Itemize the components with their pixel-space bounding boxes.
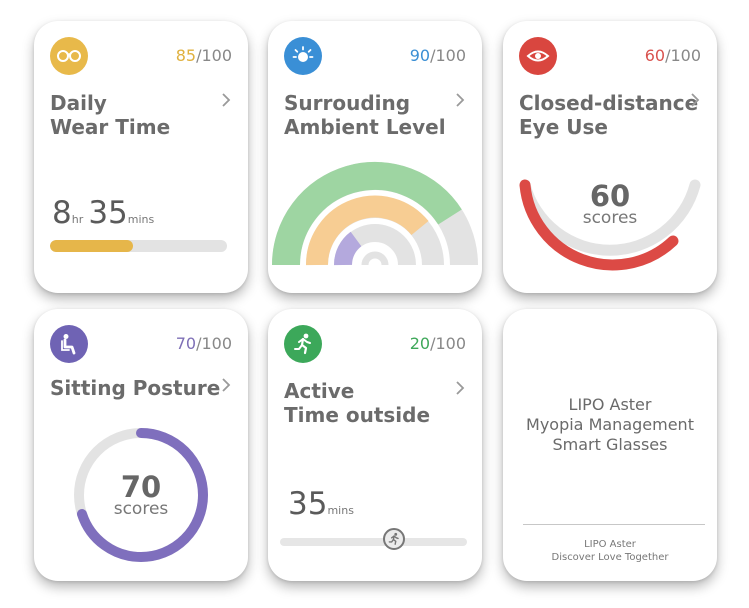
posture-title: Sitting Posture	[50, 376, 220, 400]
posture-score-value: 70	[175, 334, 197, 353]
sitting-posture-card[interactable]: 70/100 Sitting Posture 70 scores	[34, 309, 248, 581]
seated-person-icon	[50, 325, 88, 363]
ambient-score-value: 90	[409, 46, 431, 65]
wear-title: Daily Wear Time	[50, 91, 170, 139]
wear-hours: 8	[52, 195, 72, 231]
posture-gauge	[74, 428, 208, 562]
active-minutes: 35	[288, 486, 328, 522]
posture-gauge-value: 70	[120, 470, 162, 504]
wear-minutes-unit: mins	[127, 213, 155, 226]
active-title-line2: Time outside	[284, 403, 431, 427]
glasses-icon	[50, 37, 88, 75]
active-minutes-unit: mins	[327, 504, 354, 517]
ambient-score: 90/100	[410, 46, 466, 65]
ambient-title: Surrouding Ambient Level	[284, 91, 446, 139]
posture-title-line1: Sitting Posture	[50, 376, 221, 400]
sun-icon	[284, 37, 322, 75]
running-person-icon	[388, 532, 399, 545]
eye-icon	[519, 37, 557, 75]
eye-score-max: /100	[665, 46, 701, 65]
ambient-gauge	[272, 161, 478, 266]
wear-score: 85/100	[176, 46, 232, 65]
slider-knob[interactable]	[383, 528, 406, 550]
wear-title-line2: Wear Time	[50, 115, 171, 139]
active-time-card[interactable]: 20/100 Active Time outside 35mins	[268, 309, 482, 581]
ambient-inner-fill	[334, 231, 362, 266]
posture-score: 70/100	[176, 334, 232, 353]
eye-gauge-fill	[519, 179, 679, 271]
eye-title: Closed-distance Eye Use	[519, 91, 698, 139]
footer-line1: LIPO Aster	[584, 539, 636, 550]
brand-card: LIPO Aster Myopia Management Smart Glass…	[503, 309, 717, 581]
active-score: 20/100	[410, 334, 466, 353]
brand-name: LIPO Aster Myopia Management Smart Glass…	[503, 395, 717, 455]
running-person-icon	[284, 325, 322, 363]
eye-use-card[interactable]: 60/100 Closed-distance Eye Use 60 scores	[503, 21, 717, 293]
wear-title-line1: Daily	[50, 91, 107, 115]
wear-progress-fill	[50, 240, 134, 252]
wear-hours-unit: hr	[71, 213, 84, 226]
active-score-value: 20	[409, 334, 431, 353]
ambient-center	[361, 251, 389, 266]
ambient-title-line2: Ambient Level	[284, 115, 446, 139]
chevron-right-icon[interactable]	[221, 92, 231, 108]
footer-line2: Discover Love Together	[551, 552, 669, 563]
chevron-right-icon[interactable]	[221, 377, 231, 393]
active-time-slider[interactable]	[280, 538, 467, 546]
ambient-middle-fill	[305, 195, 429, 266]
eye-gauge-track	[519, 179, 701, 256]
eye-score-value: 60	[644, 46, 666, 65]
ambient-score-max: /100	[430, 46, 466, 65]
brand-line2: Myopia Management	[526, 415, 694, 434]
brand-line1: LIPO Aster	[568, 395, 652, 414]
active-title-line1: Active	[284, 379, 355, 403]
eye-gauge	[519, 179, 701, 271]
eye-score: 60/100	[645, 46, 701, 65]
wear-progress-bar	[50, 240, 227, 252]
posture-gauge-fill	[74, 428, 208, 562]
chevron-right-icon[interactable]	[455, 92, 465, 108]
posture-score-max: /100	[196, 334, 232, 353]
chevron-right-icon[interactable]	[690, 92, 700, 108]
active-title: Active Time outside	[284, 379, 430, 427]
wear-score-value: 85	[175, 46, 197, 65]
brand-footer: LIPO Aster Discover Love Together	[503, 538, 717, 564]
wear-time-readout: 8hr 35mins	[52, 195, 154, 231]
wear-minutes: 35	[88, 195, 128, 231]
active-minutes-readout: 35mins	[288, 486, 354, 522]
eye-gauge-label: scores	[582, 208, 638, 228]
eye-title-line1: Closed-distance	[519, 91, 699, 115]
posture-gauge-label: scores	[113, 499, 169, 519]
divider	[523, 524, 705, 525]
ambient-level-card[interactable]: 90/100 Surrouding Ambient Level	[268, 21, 482, 293]
active-score-max: /100	[430, 334, 466, 353]
wear-score-max: /100	[196, 46, 232, 65]
eye-gauge-value: 60	[589, 179, 631, 213]
ambient-title-line1: Surrouding	[284, 91, 411, 115]
brand-line3: Smart Glasses	[552, 435, 668, 454]
eye-title-line2: Eye Use	[519, 115, 608, 139]
chevron-right-icon[interactable]	[455, 380, 465, 396]
ambient-outer-fill	[272, 161, 462, 266]
daily-wear-time-card[interactable]: 85/100 Daily Wear Time 8hr 35mins	[34, 21, 248, 293]
